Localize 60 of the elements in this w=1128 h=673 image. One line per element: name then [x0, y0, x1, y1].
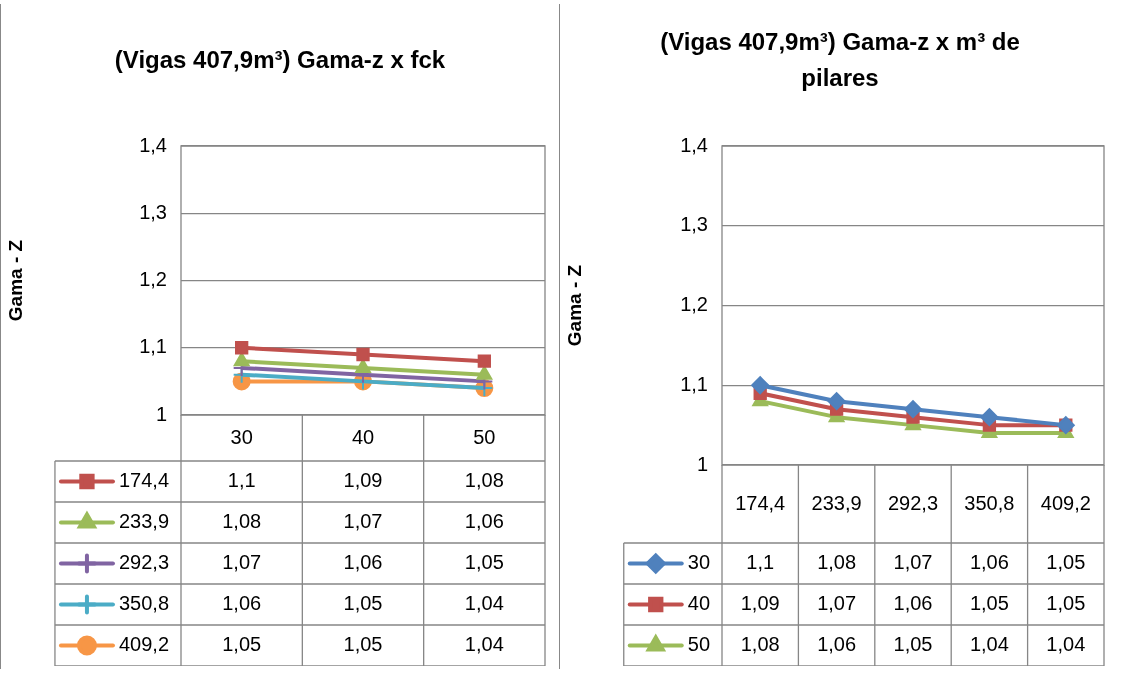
data-label: 1,05: [1046, 551, 1086, 574]
data-label: 1,05: [893, 633, 933, 656]
data-label: 1,07: [893, 551, 933, 574]
data-label: 1,05: [343, 592, 383, 615]
data-label: 1,04: [969, 633, 1009, 656]
x-tick-label: 174,4: [735, 491, 786, 514]
y-axis-title: Gama - Z: [563, 264, 585, 347]
chart-title: (Vigas 407,9m³) Gama-z x m³ de pilares: [659, 27, 1021, 93]
y-tick-label: 1: [696, 452, 708, 475]
legend-label: 350,8: [118, 592, 170, 615]
data-label: 1,1: [746, 551, 775, 574]
data-label: 1,05: [969, 592, 1009, 615]
chart-title: (Vigas 407,9m³) Gama-z x fck: [113, 45, 447, 75]
y-tick-label: 1,1: [680, 372, 708, 395]
data-label: 1,04: [464, 592, 504, 615]
data-label: 1,07: [222, 551, 262, 574]
data-label: 1,08: [222, 510, 262, 533]
legend-label: 174,4: [118, 469, 170, 492]
data-label: 1,04: [1046, 633, 1086, 656]
data-label: 1,06: [464, 510, 504, 533]
data-label: 1,05: [222, 633, 262, 656]
legend-label: 30: [687, 551, 710, 574]
legend-label: 50: [687, 633, 710, 656]
data-label: 1,05: [1046, 592, 1086, 615]
data-label: 1,05: [343, 633, 383, 656]
y-axis-title: Gama - Z: [4, 239, 26, 322]
x-tick-label: 350,8: [964, 491, 1015, 514]
data-label: 1,07: [817, 592, 857, 615]
x-tick-label: 409,2: [1040, 491, 1091, 514]
data-label: 1,05: [464, 551, 504, 574]
y-tick-label: 1,4: [139, 133, 167, 156]
x-tick-label: 233,9: [811, 491, 862, 514]
x-tick-label: 30: [230, 425, 253, 448]
data-label: 1,06: [817, 633, 857, 656]
data-label: 1,06: [969, 551, 1009, 574]
data-label: 1,06: [222, 592, 262, 615]
y-tick-label: 1,4: [680, 133, 708, 156]
y-tick-label: 1,3: [139, 200, 167, 223]
legend-label: 292,3: [118, 551, 170, 574]
y-tick-label: 1,1: [139, 335, 167, 358]
data-label: 1,08: [817, 551, 857, 574]
data-label: 1,08: [464, 469, 504, 492]
data-label: 1,1: [227, 469, 256, 492]
data-label: 1,07: [343, 510, 383, 533]
data-label: 1,08: [740, 633, 780, 656]
legend-label: 409,2: [118, 633, 170, 656]
legend-label: 40: [687, 592, 710, 615]
data-label: 1,06: [343, 551, 383, 574]
data-label: 1,09: [740, 592, 780, 615]
y-tick-label: 1,2: [139, 268, 167, 291]
x-tick-label: 292,3: [887, 491, 939, 514]
legend-label: 233,9: [118, 510, 170, 533]
data-label: 1,09: [343, 469, 383, 492]
data-label: 1,06: [893, 592, 933, 615]
x-tick-label: 40: [351, 425, 375, 448]
data-label: 1,04: [464, 633, 504, 656]
y-tick-label: 1: [155, 402, 167, 425]
y-tick-label: 1,2: [680, 293, 708, 316]
y-tick-label: 1,3: [680, 213, 708, 236]
x-tick-label: 50: [473, 425, 496, 448]
